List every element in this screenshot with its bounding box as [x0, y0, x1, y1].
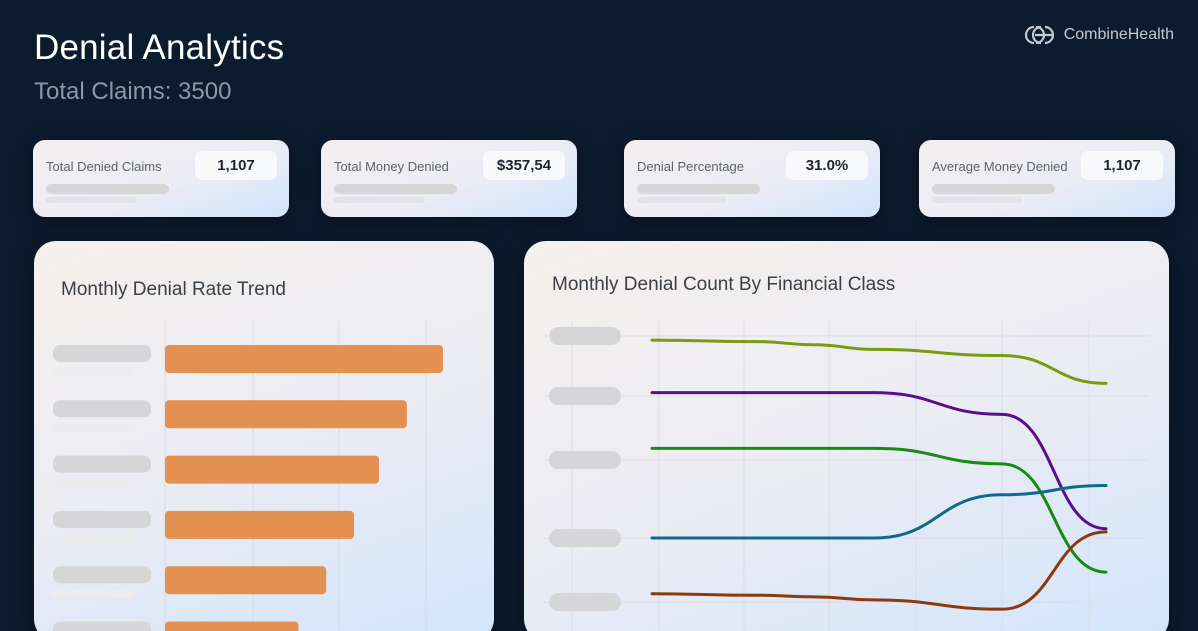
- kpi-card-total-denied-claims: Total Denied Claims 1,107: [33, 140, 289, 217]
- page-title: Denial Analytics: [34, 28, 285, 67]
- kpi-card-total-money-denied: Total Money Denied $357,54: [321, 140, 577, 217]
- kpi-label: Total Money Denied: [334, 159, 449, 174]
- bar: [165, 621, 299, 631]
- bar: [165, 400, 407, 429]
- panel-monthly-denial-rate-trend: Monthly Denial Rate Trend: [34, 241, 494, 631]
- page-subtitle: Total Claims: 3500: [34, 78, 232, 105]
- skeleton-label: [53, 621, 151, 631]
- skeleton-label: [53, 479, 135, 488]
- skeleton-label: [53, 510, 151, 528]
- skeleton-label: [53, 455, 151, 473]
- skeleton-label: [53, 400, 151, 418]
- chart-title: Monthly Denial Rate Trend: [61, 279, 286, 300]
- line-chart: [544, 321, 1149, 631]
- kpi-card-denial-percentage: Denial Percentage 31.0%: [624, 140, 880, 217]
- skeleton-line: [637, 184, 760, 194]
- bar: [165, 566, 327, 595]
- skeleton-label: [549, 593, 621, 611]
- series-line: [650, 391, 1108, 531]
- skeleton-line: [46, 197, 136, 203]
- bar: [165, 345, 443, 373]
- bar: [165, 455, 380, 484]
- skeleton-label: [53, 534, 135, 543]
- skeleton-label: [549, 451, 621, 469]
- series-line: [650, 530, 1108, 611]
- brand-name: CombineHealth: [1063, 26, 1174, 43]
- chart-title: Monthly Denial Count By Financial Class: [552, 274, 896, 295]
- skeleton-label: [549, 529, 621, 547]
- series-line: [650, 338, 1108, 385]
- skeleton-line: [46, 184, 169, 194]
- kpi-label: Denial Percentage: [637, 159, 744, 174]
- skeleton-label: [53, 590, 135, 599]
- series-line: [650, 446, 1108, 574]
- skeleton-label: [549, 387, 621, 405]
- skeleton-label: [53, 345, 151, 362]
- kpi-card-average-money-denied: Average Money Denied 1,107: [919, 140, 1175, 217]
- kpi-value: 31.0%: [786, 151, 868, 180]
- bar-chart: [53, 321, 443, 631]
- kpi-value: 1,107: [1081, 151, 1163, 180]
- skeleton-label: [53, 566, 151, 584]
- skeleton-line: [334, 184, 457, 194]
- skeleton-label: [53, 424, 135, 433]
- kpi-label: Total Denied Claims: [46, 159, 162, 174]
- series-line: [650, 483, 1108, 540]
- skeleton-line: [637, 197, 727, 203]
- panel-monthly-denial-count-by-financial-class: Monthly Denial Count By Financial Class: [524, 241, 1169, 631]
- combinehealth-logo-icon: [1022, 24, 1056, 46]
- skeleton-label: [549, 327, 621, 345]
- kpi-value: $357,54: [483, 151, 565, 180]
- brand-logo: CombineHealth: [1022, 24, 1174, 46]
- kpi-label: Average Money Denied: [932, 159, 1068, 174]
- skeleton-line: [334, 197, 424, 203]
- bar: [165, 510, 355, 539]
- skeleton-line: [932, 197, 1022, 203]
- skeleton-line: [932, 184, 1055, 194]
- skeleton-label: [53, 369, 135, 377]
- kpi-value: 1,107: [195, 151, 277, 180]
